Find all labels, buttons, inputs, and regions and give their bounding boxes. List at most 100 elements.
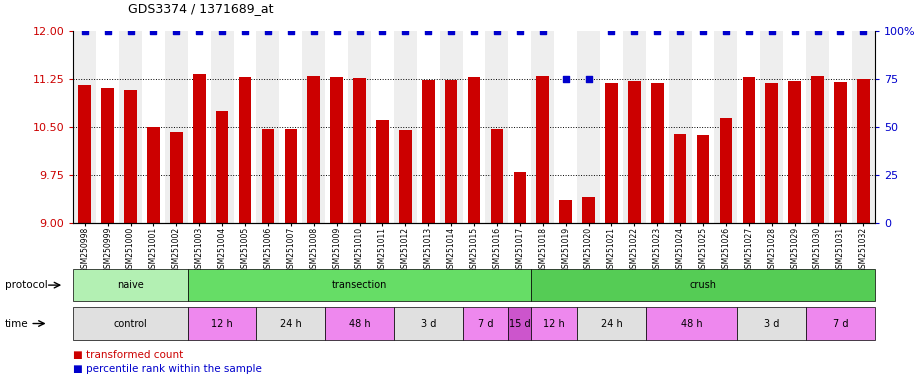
- Bar: [743, 77, 755, 223]
- Text: 24 h: 24 h: [280, 318, 301, 329]
- Bar: [79, 85, 91, 223]
- Point: [581, 76, 595, 82]
- Bar: [852, 31, 875, 223]
- Bar: [583, 197, 594, 223]
- Bar: [279, 31, 302, 223]
- Text: 12 h: 12 h: [212, 318, 233, 329]
- Bar: [514, 172, 526, 223]
- Bar: [651, 83, 663, 223]
- Bar: [692, 31, 714, 223]
- Bar: [760, 31, 783, 223]
- Bar: [331, 77, 343, 223]
- Bar: [628, 81, 640, 223]
- Bar: [325, 31, 348, 223]
- Point: [741, 28, 756, 34]
- Bar: [371, 31, 394, 223]
- Bar: [73, 31, 96, 223]
- Bar: [468, 77, 480, 223]
- Bar: [417, 31, 440, 223]
- Point: [237, 28, 252, 34]
- Point: [696, 28, 711, 34]
- Bar: [234, 31, 256, 223]
- Point: [398, 28, 412, 34]
- Point: [787, 28, 802, 34]
- Bar: [445, 80, 457, 223]
- Point: [100, 28, 115, 34]
- Text: protocol: protocol: [5, 280, 48, 290]
- Point: [352, 28, 366, 34]
- Bar: [605, 83, 617, 223]
- Point: [123, 28, 137, 34]
- Point: [810, 28, 824, 34]
- Text: crush: crush: [690, 280, 716, 290]
- Bar: [119, 31, 142, 223]
- Bar: [394, 31, 417, 223]
- Point: [260, 28, 275, 34]
- Point: [330, 28, 344, 34]
- Bar: [806, 31, 829, 223]
- Text: 48 h: 48 h: [681, 318, 703, 329]
- Bar: [211, 31, 234, 223]
- Bar: [147, 127, 159, 223]
- Bar: [508, 31, 531, 223]
- Point: [489, 28, 504, 34]
- Point: [856, 28, 870, 34]
- Bar: [308, 76, 320, 223]
- Point: [466, 28, 482, 34]
- Bar: [440, 31, 463, 223]
- Text: time: time: [5, 318, 28, 329]
- Bar: [783, 31, 806, 223]
- Bar: [531, 31, 554, 223]
- Bar: [102, 88, 114, 223]
- Bar: [766, 83, 778, 223]
- Point: [833, 28, 847, 34]
- Point: [147, 28, 161, 34]
- Bar: [646, 31, 669, 223]
- Bar: [188, 31, 211, 223]
- Bar: [560, 200, 572, 223]
- Bar: [165, 31, 188, 223]
- Bar: [170, 132, 182, 223]
- Bar: [829, 31, 852, 223]
- Point: [376, 28, 390, 34]
- Bar: [239, 77, 251, 223]
- Bar: [96, 31, 119, 223]
- Text: 24 h: 24 h: [601, 318, 622, 329]
- Bar: [714, 31, 737, 223]
- Text: control: control: [114, 318, 147, 329]
- Bar: [256, 31, 279, 223]
- Bar: [193, 74, 205, 223]
- Point: [558, 76, 573, 82]
- Point: [627, 28, 641, 34]
- Bar: [491, 129, 503, 223]
- Text: 7 d: 7 d: [833, 318, 848, 329]
- Point: [420, 28, 436, 34]
- Text: 15 d: 15 d: [509, 318, 530, 329]
- Point: [192, 28, 207, 34]
- Text: 7 d: 7 d: [478, 318, 493, 329]
- Point: [306, 28, 322, 34]
- Text: 3 d: 3 d: [764, 318, 780, 329]
- Bar: [600, 31, 623, 223]
- Point: [283, 28, 298, 34]
- Point: [672, 28, 687, 34]
- Point: [214, 28, 229, 34]
- Bar: [674, 134, 686, 223]
- Bar: [577, 31, 600, 223]
- Point: [535, 28, 550, 34]
- Bar: [554, 31, 577, 223]
- Text: naive: naive: [117, 280, 144, 290]
- Point: [512, 28, 527, 34]
- Bar: [354, 78, 365, 223]
- Text: 3 d: 3 d: [420, 318, 436, 329]
- Bar: [399, 130, 411, 223]
- Text: transection: transection: [332, 280, 387, 290]
- Point: [443, 28, 458, 34]
- Bar: [262, 129, 274, 223]
- Bar: [348, 31, 371, 223]
- Bar: [216, 111, 228, 223]
- Bar: [697, 135, 709, 223]
- Bar: [669, 31, 692, 223]
- Bar: [834, 82, 846, 223]
- Point: [604, 28, 618, 34]
